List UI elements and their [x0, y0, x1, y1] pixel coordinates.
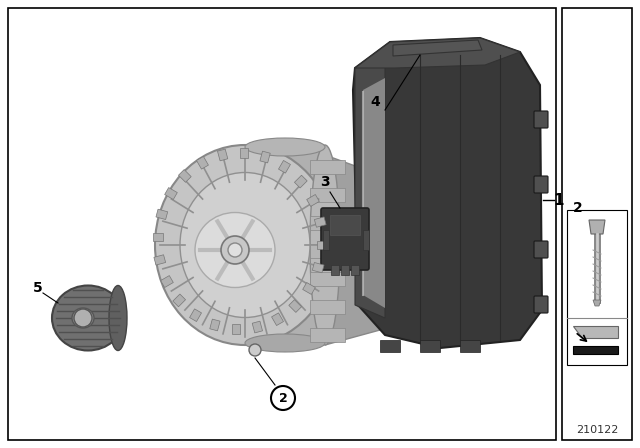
Text: 4: 4: [370, 95, 380, 109]
Ellipse shape: [72, 308, 94, 328]
Bar: [331, 265, 339, 275]
Bar: [289, 300, 301, 312]
Bar: [278, 160, 291, 173]
Polygon shape: [325, 155, 380, 345]
Bar: [173, 294, 186, 307]
Text: 210122: 210122: [576, 425, 618, 435]
Bar: [164, 188, 177, 199]
Bar: [179, 170, 191, 182]
Bar: [307, 194, 319, 207]
Bar: [156, 209, 168, 220]
Bar: [567, 210, 627, 365]
Bar: [562, 8, 632, 440]
Bar: [310, 216, 345, 230]
FancyBboxPatch shape: [534, 296, 548, 313]
Polygon shape: [573, 346, 618, 354]
Bar: [420, 340, 440, 352]
Bar: [314, 217, 326, 227]
Polygon shape: [355, 58, 385, 318]
Bar: [351, 265, 359, 275]
Bar: [218, 149, 228, 161]
Circle shape: [228, 243, 242, 257]
Ellipse shape: [245, 334, 325, 352]
Bar: [294, 175, 307, 188]
Ellipse shape: [195, 212, 275, 288]
Bar: [310, 160, 345, 174]
Circle shape: [271, 386, 295, 410]
Ellipse shape: [180, 172, 310, 318]
Bar: [310, 300, 345, 314]
Bar: [310, 188, 345, 202]
Bar: [154, 255, 166, 265]
Bar: [232, 324, 240, 334]
Polygon shape: [363, 78, 385, 308]
FancyBboxPatch shape: [534, 241, 548, 258]
Bar: [380, 340, 400, 352]
Polygon shape: [353, 38, 542, 348]
Ellipse shape: [245, 138, 325, 156]
Bar: [330, 215, 360, 235]
Bar: [341, 265, 349, 275]
Bar: [245, 145, 325, 345]
Text: 2: 2: [573, 201, 583, 215]
Bar: [240, 148, 248, 158]
Bar: [210, 319, 220, 331]
Text: 2: 2: [278, 392, 287, 405]
Polygon shape: [355, 38, 520, 68]
FancyBboxPatch shape: [321, 208, 369, 270]
Bar: [196, 156, 209, 169]
Text: 5: 5: [33, 281, 43, 295]
FancyBboxPatch shape: [534, 176, 548, 193]
Bar: [323, 230, 329, 250]
Text: 1: 1: [554, 193, 564, 207]
Bar: [317, 241, 327, 249]
Circle shape: [221, 236, 249, 264]
Bar: [363, 230, 369, 250]
Bar: [189, 309, 202, 322]
Bar: [312, 263, 324, 273]
Circle shape: [249, 344, 261, 356]
Bar: [460, 340, 480, 352]
Bar: [310, 328, 345, 342]
Ellipse shape: [155, 145, 335, 345]
Circle shape: [74, 309, 92, 327]
Bar: [260, 151, 270, 163]
Polygon shape: [589, 220, 605, 234]
Ellipse shape: [310, 145, 340, 345]
Polygon shape: [573, 326, 618, 338]
Ellipse shape: [52, 285, 124, 350]
FancyBboxPatch shape: [534, 111, 548, 128]
Ellipse shape: [109, 285, 127, 350]
Bar: [8, 8, 556, 440]
Bar: [303, 283, 316, 294]
Bar: [310, 272, 345, 286]
Text: 3: 3: [320, 175, 330, 189]
Bar: [153, 233, 163, 241]
Polygon shape: [593, 300, 601, 306]
Bar: [271, 313, 284, 326]
Bar: [252, 321, 262, 333]
Bar: [161, 276, 173, 288]
Bar: [310, 244, 345, 258]
Polygon shape: [393, 40, 482, 56]
